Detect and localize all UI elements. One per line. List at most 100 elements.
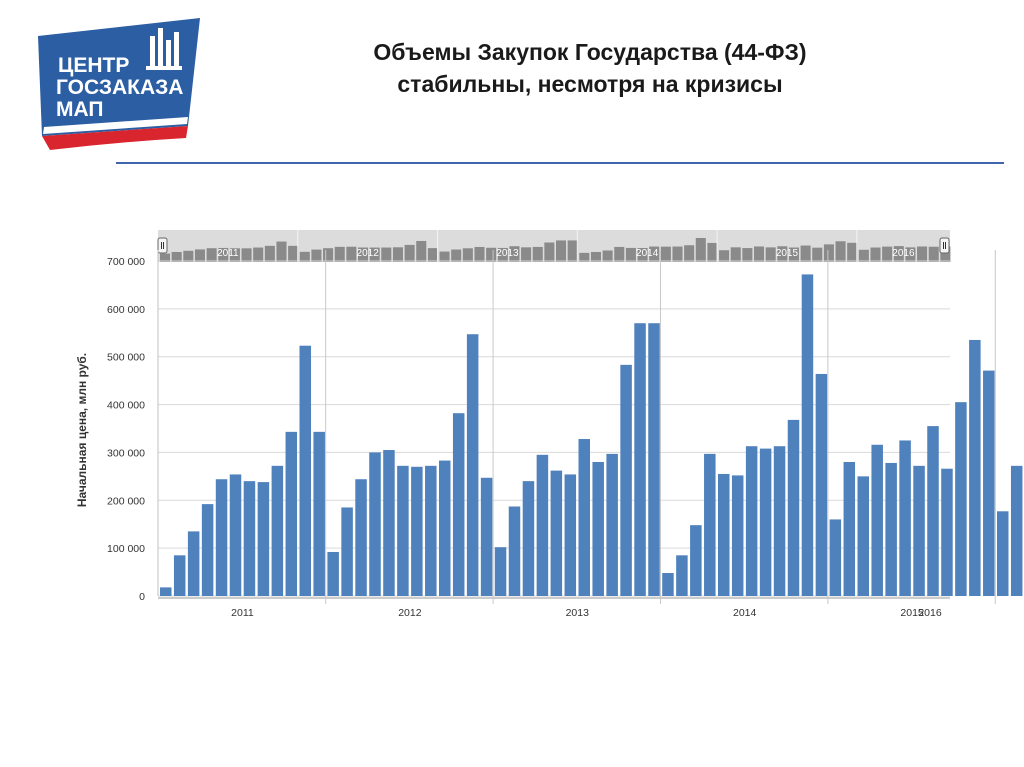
bar: [676, 555, 688, 596]
bar: [913, 465, 925, 596]
y-tick-label: 400 000: [107, 400, 145, 412]
navigator-bar: [858, 249, 869, 262]
bar: [243, 481, 256, 596]
navigator-bar: [835, 241, 846, 262]
navigator-bar: [707, 242, 718, 262]
bar: [745, 446, 758, 596]
navigator-bar: [311, 249, 322, 262]
navigator-bar: [742, 248, 753, 262]
navigator[interactable]: 2011 2012 2013 2014 2015 2016: [157, 230, 951, 262]
navigator-bar: [427, 248, 438, 262]
navigator-year-label: 2013: [496, 248, 519, 259]
bar: [257, 482, 270, 596]
bar: [773, 446, 786, 596]
bar: [327, 551, 339, 596]
logo: ЦЕНТР ГОСЗАКАЗА МАП: [28, 14, 208, 154]
bar: [941, 468, 953, 596]
bar: [955, 402, 967, 596]
bar: [801, 274, 814, 596]
navigator-bar: [509, 246, 520, 262]
bar: [369, 452, 381, 596]
title-line-1: Объемы Закупок Государства (44-ФЗ): [373, 39, 807, 65]
bar: [997, 511, 1009, 596]
bar: [550, 470, 563, 596]
chart-bars: [160, 274, 1023, 596]
navigator-bar: [684, 245, 695, 262]
bar: [927, 426, 939, 596]
bar: [983, 370, 995, 596]
navigator-bar: [777, 246, 788, 262]
x-tick-label: 2012: [398, 607, 422, 619]
bar: [634, 323, 646, 596]
bar: [704, 453, 716, 596]
navigator-bar: [765, 247, 776, 262]
bar: [648, 323, 660, 596]
navigator-bar: [847, 242, 858, 262]
navigator-bar: [672, 246, 683, 262]
y-tick-label: 100 000: [107, 543, 145, 555]
navigator-bar: [905, 247, 916, 262]
navigator-bar: [358, 247, 369, 262]
navigator-bar: [719, 250, 730, 262]
bar: [731, 475, 744, 596]
y-tick-label: 600 000: [107, 304, 145, 316]
navigator-bar: [788, 247, 799, 262]
navigator-bar: [812, 247, 823, 262]
navigator-bar: [288, 245, 299, 262]
navigator-bar: [730, 247, 741, 262]
year-separators: [325, 250, 996, 604]
navigator-left-handle[interactable]: [157, 237, 168, 254]
x-tick-label: 2013: [566, 607, 590, 619]
title-line-2: стабильны, несмотря на кризисы: [397, 71, 783, 97]
navigator-bar: [486, 247, 497, 262]
navigator-bar: [800, 245, 811, 262]
bar: [899, 440, 911, 596]
bar: [787, 419, 800, 596]
navigator-bar: [264, 245, 275, 262]
bar: [885, 462, 897, 596]
bar: [620, 364, 632, 596]
navigator-bar: [637, 248, 648, 262]
bar: [466, 334, 479, 596]
bar: [606, 453, 618, 596]
bar: [313, 431, 325, 596]
y-tick-label: 500 000: [107, 352, 145, 364]
navigator-bar: [823, 244, 834, 262]
bar: [759, 448, 772, 596]
bar: [592, 462, 604, 596]
navigator-year-label: 2014: [636, 248, 659, 259]
navigator-bar: [404, 244, 415, 262]
navigator-bar: [241, 248, 252, 262]
page-title: Объемы Закупок Государства (44-ФЗ) стаби…: [300, 36, 880, 100]
y-axis: 0 100 000 200 000 300 000 400 000 500 000 600 …: [107, 256, 145, 603]
bar: [871, 444, 883, 596]
bar: [564, 474, 577, 596]
navigator-bar: [218, 247, 229, 262]
bar: [480, 477, 493, 596]
navigator-bar: [497, 247, 508, 262]
bar: [1010, 465, 1023, 596]
navigator-right-handle[interactable]: [939, 237, 950, 254]
navigator-bar: [567, 240, 578, 262]
navigator-bar: [171, 251, 182, 262]
navigator-bar: [579, 252, 590, 262]
bar: [271, 465, 284, 596]
navigator-bar: [323, 248, 334, 262]
navigator-bar: [940, 246, 951, 262]
bar: [201, 504, 214, 596]
navigator-bar: [229, 248, 240, 262]
bar: [508, 506, 521, 596]
y-tick-label: 200 000: [107, 495, 145, 507]
navigator-bar: [532, 246, 543, 262]
navigator-bar: [474, 246, 485, 262]
bar: [397, 465, 409, 596]
bar: [439, 460, 451, 596]
bar: [578, 439, 590, 596]
navigator-bar: [695, 238, 706, 262]
navigator-bar: [462, 248, 473, 262]
x-tick-label: 2014: [733, 607, 757, 619]
bar: [341, 507, 353, 596]
bar: [662, 573, 674, 596]
